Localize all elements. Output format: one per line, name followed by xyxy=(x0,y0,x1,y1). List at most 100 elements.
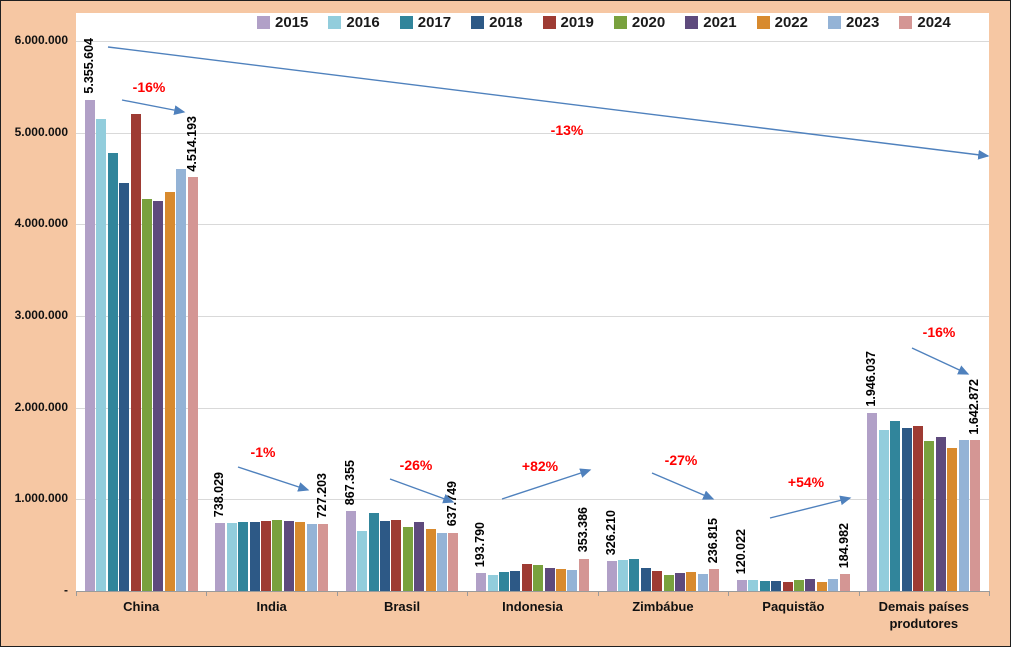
gridline xyxy=(76,499,989,501)
legend-swatch-icon xyxy=(328,16,342,29)
y-axis-label: 3.000.000 xyxy=(14,308,68,322)
bar-2019-China xyxy=(130,114,141,591)
bar-2020-Indonesia xyxy=(533,564,544,591)
bar-2015-Zimbábue xyxy=(606,561,617,591)
bar-2018-Paquistão xyxy=(771,581,782,591)
data-label-last: 353.386 xyxy=(575,507,590,553)
bar-2016-Zimbábue xyxy=(618,560,629,591)
legend-item-2015: 2015 xyxy=(257,14,308,31)
bar-2019-India xyxy=(260,520,271,591)
y-axis-label: 4.000.000 xyxy=(14,216,68,231)
bar-2024-Demais-países-produtores xyxy=(970,440,981,591)
data-label-first: 867.355 xyxy=(342,460,357,506)
bar-2017-Demais-países-produtores xyxy=(890,421,901,591)
y-axis-label: 5.000.000 xyxy=(14,124,68,139)
legend-item-2017: 2017 xyxy=(399,14,452,31)
gridline xyxy=(76,316,989,317)
bar-2017-India xyxy=(238,522,249,591)
data-label-last: 184.982 xyxy=(836,522,851,569)
annotation-label-3: -26% xyxy=(399,457,433,473)
annotation-label-1: -13% xyxy=(550,122,584,138)
axis-tick xyxy=(76,591,77,596)
bar-2024-Brasil xyxy=(448,532,459,591)
legend-item-2022: 2022 xyxy=(756,14,808,31)
bar-2018-India xyxy=(249,521,260,591)
data-label-first: 738.029 xyxy=(212,472,227,518)
bar-2021-Brasil xyxy=(414,522,425,591)
bar-2023-Indonesia xyxy=(567,570,578,591)
bar-2020-India xyxy=(272,520,283,591)
bar-2023-Paquistão xyxy=(828,579,839,591)
gridline xyxy=(76,132,989,134)
bar-2015-Indonesia xyxy=(476,573,487,591)
bar-2023-Zimbábue xyxy=(697,573,708,591)
bar-2020-Zimbábue xyxy=(663,574,674,591)
category-label-Zimbábue: Zimbábue xyxy=(632,599,694,614)
data-label-first: 120.022 xyxy=(734,528,749,574)
axis-tick xyxy=(467,591,469,596)
legend-label: 2016 xyxy=(346,14,380,31)
data-label-last: 727.203 xyxy=(314,473,329,519)
bar-2017-Indonesia xyxy=(499,572,509,591)
legend-item-2023: 2023 xyxy=(828,14,879,31)
legend-label: 2017 xyxy=(417,14,452,31)
legend-swatch-icon xyxy=(899,16,913,29)
axis-tick xyxy=(989,591,990,596)
bar-2019-Brasil xyxy=(391,519,402,591)
bar-2020-Paquistão xyxy=(794,579,805,591)
category-label-Demais-países-produtores: Demais países produtores xyxy=(878,599,969,631)
bar-2017-Zimbábue xyxy=(629,558,640,591)
bar-2016-Demais-países-produtores xyxy=(878,429,889,591)
bar-2021-Indonesia xyxy=(544,567,555,591)
legend-label: 2018 xyxy=(489,14,523,31)
axis-tick xyxy=(597,591,599,596)
legend-label: 2020 xyxy=(631,14,666,31)
gridline xyxy=(76,407,989,409)
bar-2024-China xyxy=(187,177,198,591)
bar-2015-Paquistão xyxy=(737,579,748,591)
bar-2016-Indonesia xyxy=(487,574,498,591)
legend-swatch-icon xyxy=(756,16,770,29)
bar-2024-Paquistão xyxy=(839,574,850,591)
legend-swatch-icon xyxy=(613,16,627,29)
bar-2022-Paquistão xyxy=(816,581,827,591)
bar-2022-Brasil xyxy=(425,528,436,591)
y-axis-label: 2.000.000 xyxy=(14,399,68,414)
bar-2018-China xyxy=(119,183,130,591)
bar-2021-Paquistão xyxy=(805,578,816,591)
axis-tick xyxy=(728,591,730,596)
legend-label: 2024 xyxy=(917,14,951,31)
bar-2019-Zimbábue xyxy=(652,571,663,591)
axis-tick xyxy=(336,591,338,596)
legend-swatch-icon xyxy=(828,16,841,29)
bar-2022-Demais-países-produtores xyxy=(947,448,958,591)
bar-2018-Zimbábue xyxy=(640,567,651,591)
legend-swatch-icon xyxy=(542,16,556,29)
axis-tick xyxy=(858,591,860,596)
bar-2020-China xyxy=(141,198,152,591)
legend-swatch-icon xyxy=(685,16,699,29)
bar-2019-Demais-países-produtores xyxy=(913,426,924,591)
annotation-label-0: -16% xyxy=(132,79,166,95)
legend-label: 2015 xyxy=(275,14,309,31)
bar-2018-Brasil xyxy=(379,521,390,591)
category-label-India: India xyxy=(256,599,287,614)
bar-2017-Brasil xyxy=(368,513,379,591)
x-axis-line xyxy=(76,591,989,592)
bar-2023-China xyxy=(176,169,187,591)
bar-2018-Demais-países-produtores xyxy=(901,427,912,591)
bar-2022-India xyxy=(295,522,306,591)
legend-item-2021: 2021 xyxy=(685,14,737,31)
data-label-first: 5.355.604 xyxy=(81,38,96,95)
bar-2017-China xyxy=(107,152,118,591)
legend-item-2016: 2016 xyxy=(328,14,380,31)
bar-2024-Indonesia xyxy=(578,558,589,591)
y-axis-label: 1.000.000 xyxy=(14,491,68,506)
legend-item-2019: 2019 xyxy=(542,14,594,31)
data-label-last: 1.642.872 xyxy=(967,378,982,435)
bar-2023-India xyxy=(306,523,317,591)
annotation-label-7: -16% xyxy=(922,324,956,340)
bar-2022-Indonesia xyxy=(556,568,566,591)
data-label-last: 236.815 xyxy=(706,518,721,564)
